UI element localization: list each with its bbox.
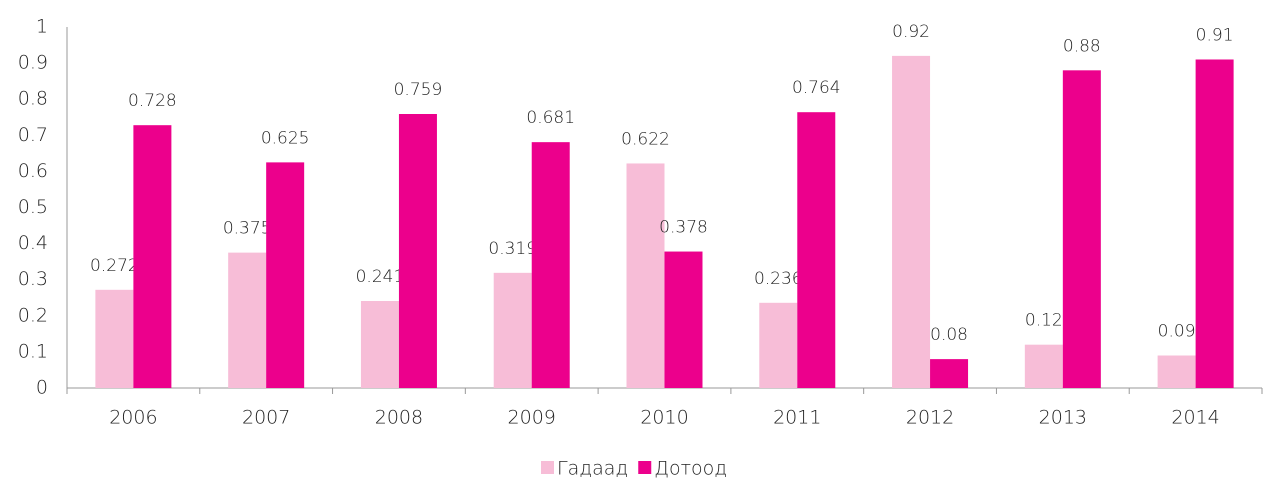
x-tick-label: 2006 (109, 407, 157, 429)
x-tick-label: 2007 (242, 407, 290, 429)
bar (228, 252, 267, 388)
bar (664, 251, 703, 388)
bar (95, 289, 134, 388)
y-tick-label: 0.2 (18, 304, 48, 326)
bar (266, 162, 305, 388)
value-label: 0.12 (1025, 311, 1063, 331)
legend-swatch (541, 461, 554, 474)
x-tick-label: 2009 (508, 407, 556, 429)
x-tick-label: 2012 (906, 407, 954, 429)
value-label: 0.241 (356, 267, 405, 287)
legend: Гадаад Дотоод (541, 458, 727, 480)
bar (892, 55, 931, 388)
bar (493, 272, 532, 388)
x-tick-label: 2013 (1039, 407, 1087, 429)
y-tick-label: 0.6 (18, 160, 48, 182)
value-label: 0.375 (223, 219, 272, 239)
bar (360, 300, 399, 388)
value-label: 0.764 (792, 78, 841, 98)
bar (1195, 59, 1234, 389)
y-tick-label: 0.5 (18, 196, 48, 218)
value-label: 0.88 (1063, 36, 1101, 56)
value-label: 0.625 (261, 128, 310, 148)
bar (1024, 344, 1063, 388)
x-tick-label: 2008 (375, 407, 423, 429)
value-label: 0.622 (621, 129, 670, 149)
y-tick-label: 0.7 (18, 124, 48, 146)
bar (930, 359, 969, 388)
bar (1157, 355, 1196, 388)
y-tick-label: 0.8 (18, 88, 48, 110)
y-tick-label: 0.9 (18, 52, 48, 74)
value-label: 0.236 (754, 269, 803, 289)
bar (531, 142, 570, 388)
legend-swatch (638, 461, 652, 474)
legend-label: Гадаад (557, 458, 628, 480)
y-tick-label: 0.4 (18, 232, 48, 254)
y-tick-label: 0.1 (18, 340, 48, 362)
x-tick-label: 2011 (773, 407, 821, 429)
legend-label: Дотоод (654, 458, 727, 480)
bar (797, 112, 836, 389)
value-label: 0.378 (659, 218, 708, 238)
y-tick-label: 0.3 (18, 268, 48, 290)
value-label: 0.08 (930, 325, 968, 345)
bar (759, 302, 798, 388)
value-label: 0.759 (394, 80, 443, 100)
value-label: 0.09 (1158, 322, 1196, 342)
bar (626, 163, 665, 388)
value-label: 0.319 (488, 239, 537, 259)
value-label: 0.91 (1196, 25, 1234, 45)
value-label: 0.92 (892, 22, 930, 42)
value-label: 0.681 (526, 108, 575, 128)
y-tick-label: 1 (36, 16, 48, 38)
value-label: 0.728 (128, 91, 177, 111)
bar (398, 114, 437, 388)
bar (133, 125, 172, 388)
x-tick-label: 2010 (640, 407, 688, 429)
value-label: 0.272 (90, 256, 139, 276)
y-tick-label: 0 (36, 377, 48, 399)
bar (1062, 70, 1101, 388)
x-tick-label: 2014 (1171, 407, 1219, 429)
